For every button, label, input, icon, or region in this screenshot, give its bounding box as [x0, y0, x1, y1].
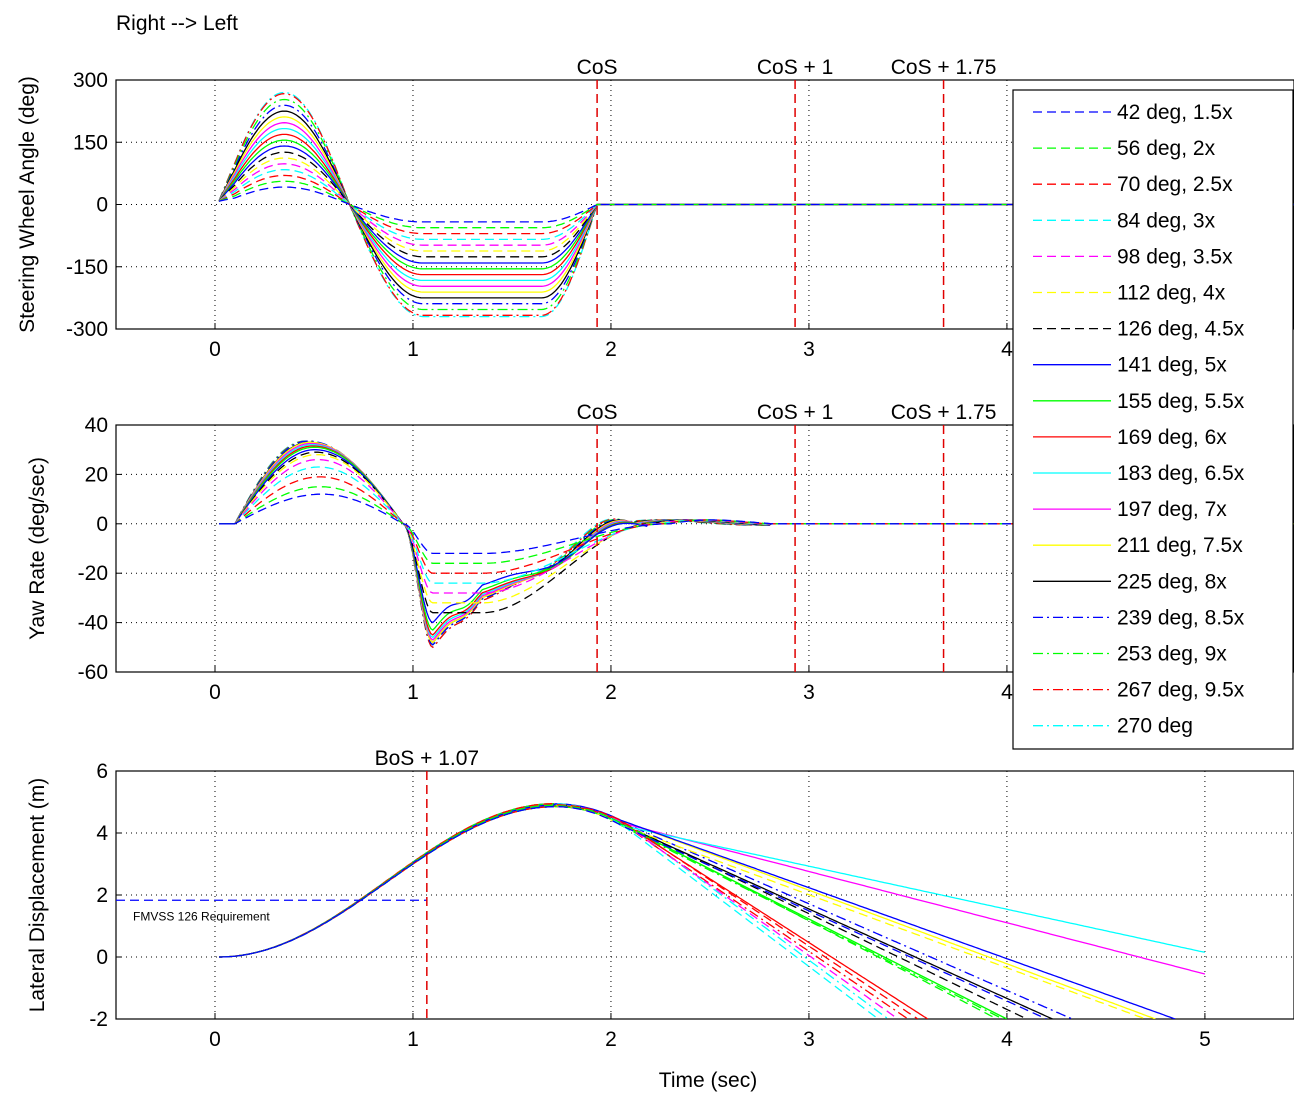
legend-label: 225 deg, 8x: [1117, 570, 1227, 593]
series-line: [219, 804, 899, 1019]
lateral-panel: 0 1 2 3 4 5 6 4 2 0 -2 Lateral Displacement (m) FMVS…: [26, 747, 1294, 1051]
x-tick-label: 3: [803, 681, 815, 704]
series-line: [219, 803, 919, 1019]
legend-label: 70 deg, 2.5x: [1117, 173, 1233, 196]
x-tick-label: 2: [605, 1028, 617, 1051]
series-line: [219, 805, 1156, 1019]
y-tick-label: -60: [78, 661, 108, 684]
legend-label: 267 deg, 9.5x: [1117, 679, 1245, 702]
y-tick-label: 0: [96, 194, 108, 217]
y-tick-label: 2: [96, 884, 108, 907]
y-tick-label: -150: [66, 256, 108, 279]
y-tick-label: 4: [96, 822, 108, 845]
y-tick-label: 40: [85, 414, 108, 437]
series-group: [219, 803, 1206, 1019]
series-line: [218, 186, 1294, 223]
y-tick-label: -2: [89, 1008, 108, 1031]
marker-label: CoS: [577, 56, 618, 79]
x-tick-label: 4: [1001, 338, 1013, 361]
series-line: [219, 803, 1008, 1019]
legend-label: 183 deg, 6.5x: [1117, 462, 1245, 485]
legend: 42 deg, 1.5x 56 deg, 2x 70 deg, 2.5x 84 deg…: [1012, 89, 1294, 750]
x-tick-label: 4: [1001, 1028, 1013, 1051]
legend-label: 211 deg, 7.5x: [1117, 534, 1243, 557]
legend-label: 155 deg, 5.5x: [1117, 390, 1245, 413]
marker-label: CoS + 1.75: [891, 401, 997, 424]
x-tick-label: 2: [605, 338, 617, 361]
marker-label: CoS + 1: [757, 56, 833, 79]
x-tick-label: 1: [407, 1028, 419, 1051]
y-tick-label: -20: [78, 562, 108, 585]
legend-label: 84 deg, 3x: [1117, 209, 1216, 232]
x-tick-label: 3: [803, 1028, 815, 1051]
x-axis-label: Time (sec): [659, 1069, 757, 1092]
legend-label: 98 deg, 3.5x: [1117, 245, 1233, 268]
legend-box: [1012, 89, 1294, 750]
x-tick-label: 1: [407, 338, 419, 361]
series-line: [219, 803, 879, 1019]
x-tick-label: 4: [1001, 681, 1013, 704]
y-tick-label: 0: [96, 946, 108, 969]
legend-label: 197 deg, 7x: [1117, 498, 1227, 521]
requirement-label: FMVSS 126 Requirement: [133, 909, 270, 923]
x-tick-label: 1: [407, 681, 419, 704]
figure-title: Right --> Left: [116, 12, 238, 35]
series-line: [219, 803, 1206, 975]
series-line: [219, 803, 1073, 1019]
legend-label: 141 deg, 5x: [1117, 354, 1227, 377]
y-tick-label: 300: [73, 69, 108, 92]
legend-label: 126 deg, 4.5x: [1117, 318, 1245, 341]
y-axis-label: Steering Wheel Angle (deg): [16, 76, 39, 333]
series-line: [219, 805, 1047, 1019]
x-tick-label: 0: [209, 681, 221, 704]
marker-label: CoS + 1: [757, 401, 833, 424]
series-line: [219, 803, 1176, 1019]
legend-label: 169 deg, 6x: [1117, 426, 1227, 449]
y-axis-label: Lateral Displacement (m): [26, 778, 49, 1013]
axes-box: [115, 424, 1294, 673]
series-line: [219, 805, 929, 1019]
x-tick-label: 2: [605, 681, 617, 704]
series-line: [219, 804, 1027, 1019]
legend-label: 42 deg, 1.5x: [1117, 101, 1233, 124]
legend-label: 112 deg, 4x: [1117, 282, 1226, 305]
series-line: [219, 804, 998, 1019]
series-line: [219, 803, 889, 1019]
legend-label: 253 deg, 9x: [1117, 643, 1227, 666]
marker-label: BoS + 1.07: [375, 747, 480, 770]
y-tick-label: -40: [78, 612, 108, 635]
y-axis-label: Yaw Rate (deg/sec): [26, 457, 49, 640]
axes-box: [115, 770, 1294, 1020]
y-tick-label: -300: [66, 318, 108, 341]
legend-label: 56 deg, 2x: [1117, 137, 1216, 160]
marker-label: CoS: [577, 401, 618, 424]
x-tick-label: 3: [803, 338, 815, 361]
marker-label: CoS + 1.75: [891, 56, 997, 79]
y-tick-label: 0: [96, 513, 108, 536]
y-tick-label: 20: [85, 463, 108, 486]
x-tick-label: 0: [209, 338, 221, 361]
legend-label: 239 deg, 8.5x: [1117, 606, 1245, 629]
legend-label: 270 deg: [1117, 715, 1193, 738]
x-tick-label: 0: [209, 1028, 221, 1051]
y-tick-label: 6: [96, 760, 108, 783]
y-tick-label: 150: [73, 131, 108, 154]
x-tick-label: 5: [1199, 1028, 1211, 1051]
